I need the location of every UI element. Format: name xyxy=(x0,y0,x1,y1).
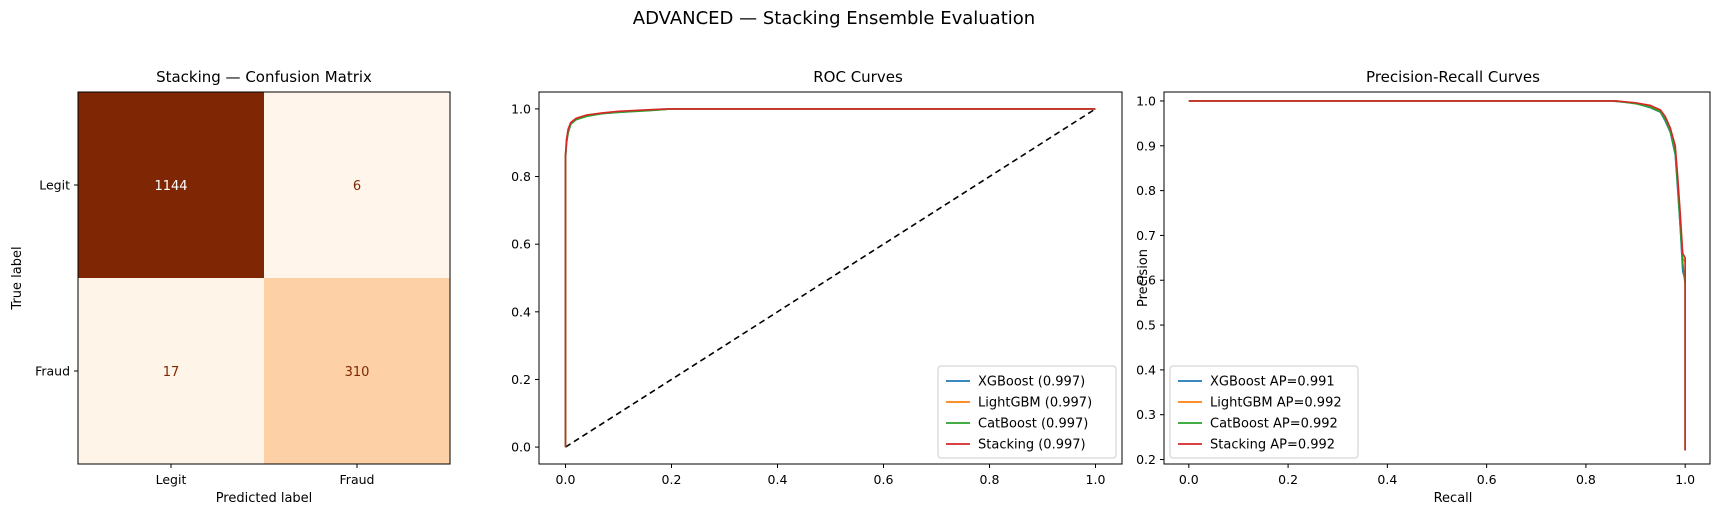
cm-cell-1-0 xyxy=(78,278,264,464)
roc-xtick-label: 0.2 xyxy=(662,472,682,487)
pr-legend-label: XGBoost AP=0.991 xyxy=(1210,375,1335,390)
roc-legend-box xyxy=(937,365,1117,459)
confusion-matrix-title: Stacking — Confusion Matrix xyxy=(156,68,372,86)
roc-ytick-label: 0.6 xyxy=(511,237,531,252)
pr-xlabel: Recall xyxy=(1434,491,1473,506)
roc-chance-diagonal xyxy=(565,108,1096,448)
roc-xtick-label: 0.6 xyxy=(874,472,894,487)
pr-ytick-label: 1.0 xyxy=(1136,93,1156,108)
pr-legend-label: LightGBM AP=0.992 xyxy=(1210,396,1342,411)
pr-ytick-label: 0.4 xyxy=(1136,362,1156,377)
confusion-matrix-frame xyxy=(77,91,451,465)
pr-plot-area xyxy=(1188,100,1686,451)
pr-panel: Precision-Recall Curves 0.0 0.2 0.4 0.6 0.8 1… xyxy=(1136,68,1711,506)
cm-xtick-label: Legit xyxy=(156,472,187,487)
cm-xtick-label: Fraud xyxy=(340,472,375,487)
cm-cell-0-0 xyxy=(78,92,264,278)
pr-xtick-label: 0.2 xyxy=(1278,472,1298,487)
roc-ytick-label: 0.8 xyxy=(511,169,531,184)
pr-ytick-label: 0.8 xyxy=(1136,183,1156,198)
pr-ytick-label: 0.9 xyxy=(1136,138,1156,153)
pr-xtick-label: 1.0 xyxy=(1675,472,1695,487)
cm-ytick-label: Fraud xyxy=(35,364,70,379)
roc-legend-label: Stacking (0.997) xyxy=(978,438,1086,453)
pr-ytick-label: 0.2 xyxy=(1136,452,1156,467)
roc-ytick-label: 0.0 xyxy=(511,440,531,455)
pr-legend-label: CatBoost AP=0.992 xyxy=(1210,417,1338,432)
roc-ytick-label: 1.0 xyxy=(511,101,531,116)
roc-panel: ROC Curves 0.0 0.2 0.4 0.6 0.8 1.0 0.0 0.2 0.4 0.… xyxy=(511,68,1123,487)
pr-ytick-label: 0.3 xyxy=(1136,407,1156,422)
roc-xtick-label: 1.0 xyxy=(1086,472,1106,487)
cm-cell-value-1-1: 310 xyxy=(345,365,370,380)
pr-series-line-3 xyxy=(1188,100,1686,451)
pr-xtick-label: 0.8 xyxy=(1576,472,1596,487)
cm-cell-0-1 xyxy=(264,92,450,278)
pr-ytick-label: 0.7 xyxy=(1136,228,1156,243)
roc-xtick-label: 0.8 xyxy=(980,472,1000,487)
roc-title: ROC Curves xyxy=(813,68,903,86)
roc-xtick-label: 0.0 xyxy=(556,472,576,487)
cm-cell-1-1 xyxy=(264,278,450,464)
pr-series-line-2 xyxy=(1188,100,1686,451)
pr-ytick-label: 0.5 xyxy=(1136,318,1156,333)
roc-legend-label: LightGBM (0.997) xyxy=(978,396,1092,411)
pr-legend-box xyxy=(1169,365,1359,459)
confusion-matrix-ylabel: True label xyxy=(10,246,25,310)
figure-title: ADVANCED — Stacking Ensemble Evaluation xyxy=(633,8,1035,29)
pr-ylabel: Precision xyxy=(1136,249,1151,307)
cm-cell-value-0-1: 6 xyxy=(353,179,361,194)
roc-series-line-3 xyxy=(564,108,1096,448)
cm-ytick-label: Legit xyxy=(39,178,70,193)
pr-xtick-label: 0.4 xyxy=(1377,472,1397,487)
pr-xtick-label: 0.6 xyxy=(1477,472,1497,487)
roc-legend-label: CatBoost (0.997) xyxy=(978,417,1088,432)
roc-xtick-label: 0.4 xyxy=(768,472,788,487)
roc-legend: XGBoost (0.997) LightGBM (0.997) CatBoost … xyxy=(937,365,1117,459)
confusion-matrix-panel: Stacking — Confusion Matrix 1144 6 17 310 L… xyxy=(10,68,451,506)
roc-legend-label: XGBoost (0.997) xyxy=(978,375,1085,390)
confusion-matrix-xlabel: Predicted label xyxy=(216,491,313,506)
pr-ytick-label: 0.6 xyxy=(1136,273,1156,288)
roc-plot-area xyxy=(564,108,1096,448)
roc-ytick-label: 0.2 xyxy=(511,372,531,387)
cm-cell-value-0-0: 1144 xyxy=(154,179,187,194)
cm-cell-value-1-0: 17 xyxy=(163,365,180,380)
pr-axes-frame xyxy=(1163,91,1711,465)
pr-legend: XGBoost AP=0.991 LightGBM AP=0.992 CatBoos… xyxy=(1169,365,1359,459)
roc-axes-frame xyxy=(538,91,1123,465)
roc-ytick-label: 0.4 xyxy=(511,304,531,319)
pr-title: Precision-Recall Curves xyxy=(1366,68,1540,86)
pr-xtick-label: 0.0 xyxy=(1179,472,1199,487)
pr-legend-label: Stacking AP=0.992 xyxy=(1210,438,1335,453)
